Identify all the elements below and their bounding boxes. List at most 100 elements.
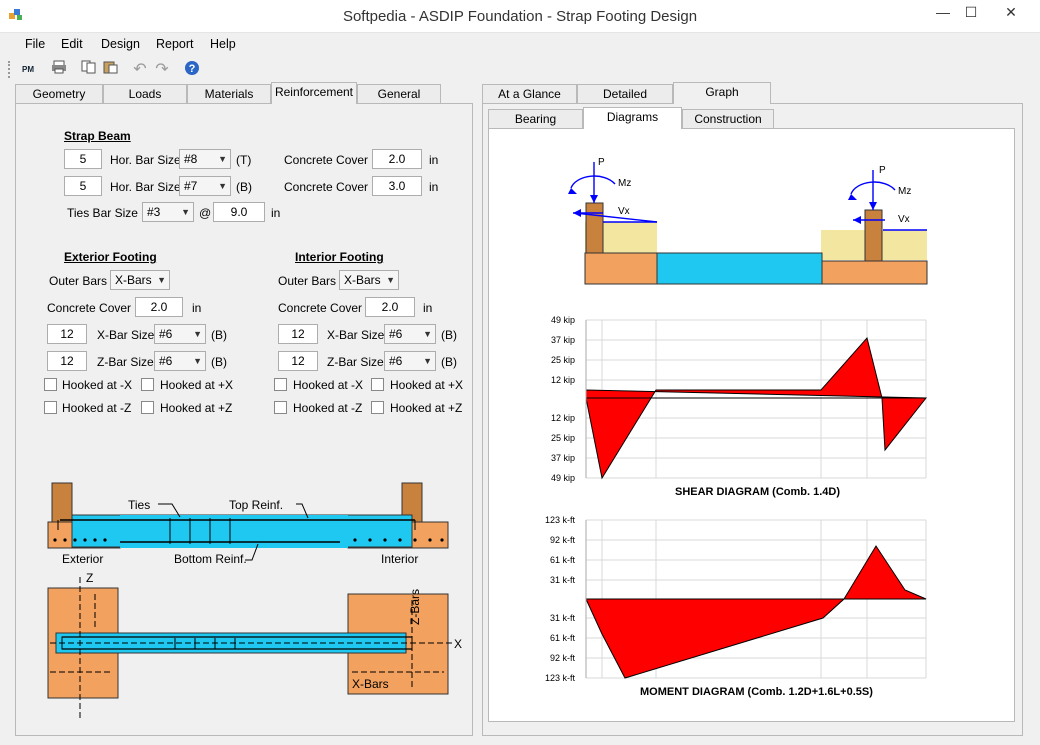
tab-geometry[interactable]: Geometry xyxy=(15,84,103,104)
strap-bot-cover-input[interactable]: 3.0 xyxy=(372,176,422,196)
menu-edit[interactable]: Edit xyxy=(61,37,83,51)
int-hook-mx-checkbox[interactable] xyxy=(274,378,287,391)
print-icon[interactable] xyxy=(49,60,69,80)
strap-top-cover-unit: in xyxy=(429,153,439,167)
ext-hook-mx-label: Hooked at -X xyxy=(62,378,133,392)
maximize-button[interactable]: ☐ xyxy=(964,4,978,20)
ext-x-count-input[interactable]: 12 xyxy=(47,324,87,344)
ties-spacing-unit: in xyxy=(271,206,281,220)
load-p-label-int: P xyxy=(879,165,886,176)
strap-top-cover-input[interactable]: 2.0 xyxy=(372,149,422,169)
tab-diagrams[interactable]: Diagrams xyxy=(583,107,682,129)
ext-z-size-select[interactable]: #6 ▼ xyxy=(154,351,206,371)
shear-diagram-title: SHEAR DIAGRAM (Comb. 1.4D) xyxy=(675,486,841,498)
int-z-size-select[interactable]: #6 ▼ xyxy=(384,351,436,371)
tab-general[interactable]: General xyxy=(357,84,441,104)
tab-bearing[interactable]: Bearing xyxy=(488,109,583,129)
int-outer-bars-select[interactable]: X-Bars ▼ xyxy=(339,270,399,290)
shear-tick-2: 25 kip xyxy=(551,355,575,365)
int-hook-pz-checkbox[interactable] xyxy=(371,401,384,414)
int-x-size-select[interactable]: #6 ▼ xyxy=(384,324,436,344)
ties-size-value: #3 xyxy=(147,205,161,219)
help-icon[interactable]: ? xyxy=(182,60,202,80)
tab-at-a-glance[interactable]: At a Glance xyxy=(482,84,577,104)
int-z-bar-label: Z-Bar Size xyxy=(327,355,384,369)
ext-z-size-value: #6 xyxy=(159,354,173,368)
ext-cover-input[interactable]: 2.0 xyxy=(135,297,183,317)
ext-cover-label: Concrete Cover xyxy=(47,301,132,315)
ext-outer-bars-value: X-Bars xyxy=(115,273,152,287)
moment-tick-5: 61 k-ft xyxy=(550,633,576,643)
strap-bot-size-select[interactable]: #7 ▼ xyxy=(179,176,231,196)
strap-bot-count-input[interactable]: 5 xyxy=(64,176,102,196)
int-z-count-input[interactable]: 12 xyxy=(278,351,318,371)
menu-file[interactable]: File xyxy=(25,37,46,51)
ext-hook-mz-checkbox[interactable] xyxy=(44,401,57,414)
pm-button[interactable]: PM xyxy=(18,60,38,80)
int-hook-mz-checkbox[interactable] xyxy=(274,401,287,414)
ext-x-size-select[interactable]: #6 ▼ xyxy=(154,324,206,344)
strap-bot-cover-unit: in xyxy=(429,180,439,194)
strap-top-cover-label: Concrete Cover xyxy=(284,153,369,167)
tab-detailed[interactable]: Detailed xyxy=(577,84,673,104)
chevron-down-icon: ▼ xyxy=(157,275,166,285)
ext-hook-pz-checkbox[interactable] xyxy=(141,401,154,414)
ext-z-count-input[interactable]: 12 xyxy=(47,351,87,371)
ext-z-pos: (B) xyxy=(211,355,227,369)
moment-tick-1: 92 k-ft xyxy=(550,535,576,545)
svg-text:?: ? xyxy=(189,63,196,75)
shear-vx-label: Vx xyxy=(618,206,630,217)
int-x-bar-label: X-Bar Size xyxy=(327,328,385,342)
close-button[interactable]: ✕ xyxy=(1005,4,1017,20)
tab-materials[interactable]: Materials xyxy=(187,84,271,104)
tab-graph[interactable]: Graph xyxy=(673,82,771,104)
menu-help[interactable]: Help xyxy=(210,37,236,51)
int-column-elev xyxy=(864,209,883,262)
tab-loads[interactable]: Loads xyxy=(103,84,187,104)
moment-tick-6: 92 k-ft xyxy=(550,653,576,663)
ties-size-select[interactable]: #3 ▼ xyxy=(142,202,194,222)
shear-tick-7: 49 kip xyxy=(551,473,575,483)
menu-design[interactable]: Design xyxy=(101,37,140,51)
redo-icon[interactable]: ↷ xyxy=(155,61,169,78)
int-footing-elev xyxy=(821,260,928,285)
moment-diagram: 123 k-ft 92 k-ft 61 k-ft 31 k-ft 31 k-ft… xyxy=(545,515,927,683)
shear-vx-label-int: Vx xyxy=(898,214,910,225)
ties-spacing-input[interactable]: 9.0 xyxy=(213,202,265,222)
shear-diagram: 49 kip 37 kip 25 kip 12 kip 12 kip 25 ki… xyxy=(551,315,928,483)
bottom-reinf-callout: Bottom Reinf. xyxy=(174,552,247,566)
ext-column xyxy=(51,482,73,524)
shear-tick-1: 37 kip xyxy=(551,335,575,345)
strap-bot-size-value: #7 xyxy=(184,179,198,193)
tab-construction[interactable]: Construction xyxy=(682,109,774,129)
int-hook-px-checkbox[interactable] xyxy=(371,378,384,391)
ext-hook-px-checkbox[interactable] xyxy=(141,378,154,391)
int-cover-input[interactable]: 2.0 xyxy=(365,297,415,317)
undo-icon[interactable]: ↶ xyxy=(133,61,147,78)
ext-hook-mx-checkbox[interactable] xyxy=(44,378,57,391)
exterior-callout: Exterior xyxy=(62,552,104,566)
strap-top-count-input[interactable]: 5 xyxy=(64,149,102,169)
chevron-down-icon: ▼ xyxy=(193,356,202,366)
ext-x-bar-label: X-Bar Size xyxy=(97,328,155,342)
copy-icon[interactable] xyxy=(79,60,99,80)
shear-tick-3: 12 kip xyxy=(551,375,575,385)
ext-cover-unit: in xyxy=(192,301,202,315)
tab-reinforcement[interactable]: Reinforcement xyxy=(271,82,357,104)
ext-outer-bars-select[interactable]: X-Bars ▼ xyxy=(110,270,170,290)
menu-report[interactable]: Report xyxy=(156,37,194,51)
chevron-down-icon: ▼ xyxy=(218,181,227,191)
strap-top-size-select[interactable]: #8 ▼ xyxy=(179,149,231,169)
moment-mz-label: Mz xyxy=(618,178,632,189)
ext-hook-mz-label: Hooked at -Z xyxy=(62,401,132,415)
chevron-down-icon: ▼ xyxy=(386,275,395,285)
window-title: Softpedia - ASDIP Foundation - Strap Foo… xyxy=(342,8,698,25)
minimize-button[interactable]: — xyxy=(936,4,950,20)
moment-mz-label-int: Mz xyxy=(898,186,912,197)
strap-bot-pos: (B) xyxy=(236,180,252,194)
ties-at-symbol: @ xyxy=(199,206,212,220)
chevron-down-icon: ▼ xyxy=(193,329,202,339)
int-x-count-input[interactable]: 12 xyxy=(278,324,318,344)
paste-icon[interactable] xyxy=(101,60,121,80)
moment-tick-0: 123 k-ft xyxy=(545,515,576,525)
